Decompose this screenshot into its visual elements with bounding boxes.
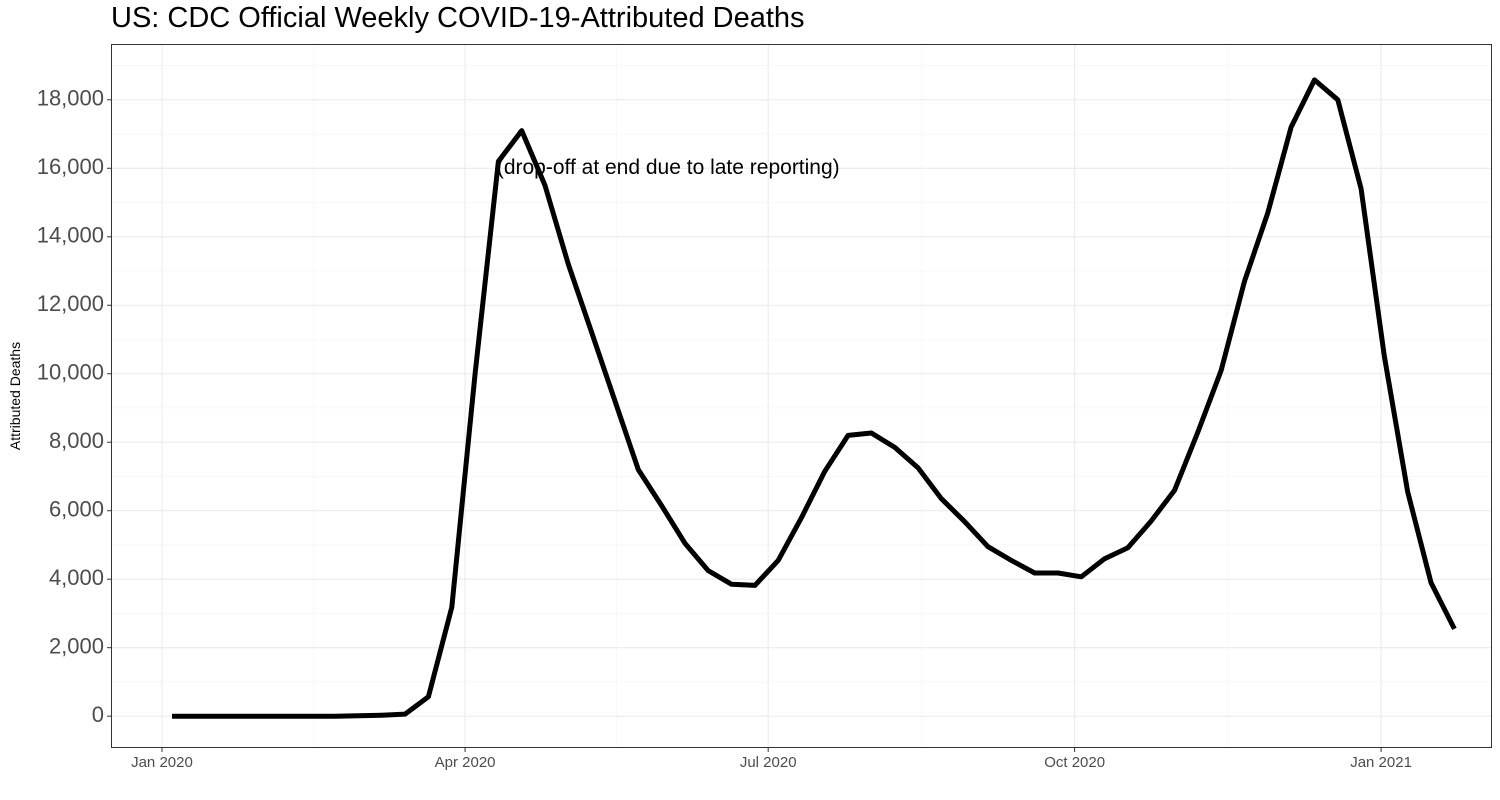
x-axis: Jan 2020 Apr 2020 Jul 2020 Oct 2020 Jan 2021: [131, 747, 1412, 771]
y-tick-label: 12,000: [37, 291, 104, 316]
chart-annotation: (drop-off at end due to late reporting): [497, 156, 840, 179]
y-tick-label: 16,000: [37, 154, 104, 179]
series-line: [172, 77, 1457, 719]
y-axis-label: Attributed Deaths: [7, 342, 23, 450]
plot-panel-border: [111, 44, 1492, 748]
y-tick-label: 18,000: [37, 86, 104, 111]
y-tick-label: 10,000: [37, 360, 104, 385]
x-tick-label: Jul 2020: [740, 754, 797, 771]
y-tick-label: 2,000: [49, 634, 104, 659]
chart-title: US: CDC Official Weekly COVID-19-Attribu…: [111, 2, 805, 34]
major-gridlines: [112, 45, 1491, 747]
x-tick-label: Jan 2021: [1350, 754, 1412, 771]
minor-gridlines: [112, 45, 1491, 747]
y-tick-label: 6,000: [49, 497, 104, 522]
y-tick-label: 4,000: [49, 565, 104, 590]
x-tick-label: Oct 2020: [1044, 754, 1105, 771]
y-tick-label: 14,000: [37, 223, 104, 248]
x-tick-label: Apr 2020: [435, 754, 496, 771]
y-tick-label: 0: [92, 702, 104, 727]
series-layer: [172, 77, 1457, 719]
y-axis: 0 2,000 4,000 6,000 8,000 10,000 12,000 14,000 1…: [37, 86, 112, 727]
x-tick-label: Jan 2020: [131, 754, 193, 771]
y-tick-label: 8,000: [49, 428, 104, 453]
